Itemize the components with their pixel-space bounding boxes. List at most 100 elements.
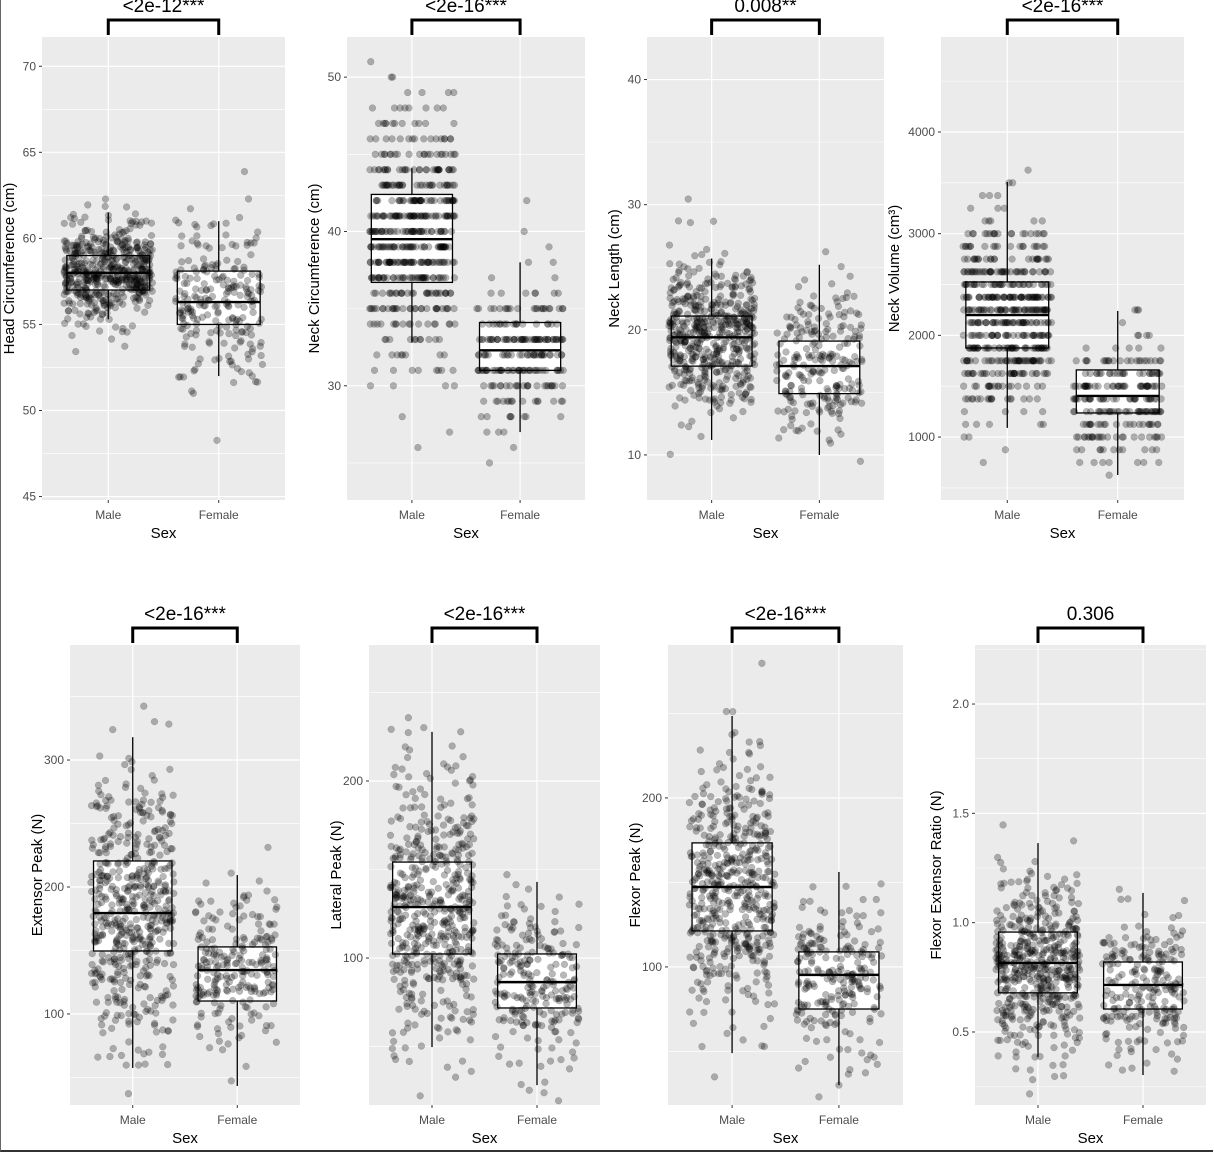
data-point: [985, 217, 993, 225]
data-point: [255, 270, 263, 279]
data-point: [126, 246, 134, 254]
data-point: [146, 240, 155, 248]
data-point: [551, 335, 560, 344]
data-point: [573, 1018, 581, 1027]
data-point: [494, 951, 502, 959]
data-point: [162, 902, 170, 910]
data-point: [150, 776, 158, 784]
data-point: [196, 1032, 204, 1041]
data-point: [409, 274, 417, 282]
data-point: [455, 932, 463, 940]
data-point: [431, 826, 440, 834]
data-point: [229, 378, 238, 387]
data-point: [374, 119, 383, 128]
data-point: [1008, 255, 1016, 263]
y-tick-label: 45: [23, 490, 37, 504]
data-point: [114, 860, 122, 868]
data-point: [393, 907, 402, 916]
data-point: [1030, 242, 1038, 251]
data-point: [92, 286, 100, 295]
data-point: [468, 849, 476, 857]
data-point: [113, 290, 121, 298]
data-point: [481, 366, 489, 375]
data-point: [1037, 319, 1045, 327]
data-point: [568, 1048, 577, 1056]
data-point: [782, 371, 790, 379]
data-point: [82, 322, 90, 330]
data-point: [1045, 331, 1053, 340]
data-point: [402, 848, 410, 856]
data-point: [548, 1017, 556, 1025]
data-point: [549, 258, 557, 266]
data-point: [261, 1027, 270, 1035]
data-point: [787, 313, 795, 321]
data-point: [75, 254, 83, 262]
data-point: [799, 391, 807, 399]
data-point: [1155, 369, 1163, 378]
data-point: [411, 119, 419, 128]
data-point: [226, 357, 234, 366]
data-point: [490, 382, 498, 390]
data-point: [729, 290, 737, 299]
data-point: [396, 869, 405, 877]
data-point: [1135, 420, 1144, 428]
data-point: [409, 258, 418, 266]
data-point: [568, 964, 577, 972]
data-point: [465, 794, 473, 802]
data-point: [843, 289, 852, 297]
data-point: [836, 401, 845, 409]
data-point: [131, 257, 139, 266]
data-point: [239, 998, 247, 1006]
data-point: [181, 289, 189, 298]
data-point: [146, 942, 154, 950]
data-point: [68, 261, 76, 269]
data-point: [423, 950, 431, 958]
data-point: [698, 384, 706, 392]
data-point: [1019, 242, 1027, 251]
data-point: [399, 320, 407, 328]
data-point: [108, 927, 116, 935]
data-point: [195, 931, 203, 940]
data-point: [421, 790, 429, 799]
data-point: [1146, 369, 1154, 378]
data-point: [79, 247, 87, 255]
data-point: [200, 917, 208, 925]
x-axis-label: Sex: [472, 1130, 498, 1147]
data-point: [182, 333, 190, 341]
data-point: [132, 239, 141, 247]
data-point: [483, 428, 491, 436]
data-point: [130, 276, 139, 285]
data-point: [115, 867, 124, 875]
data-point: [192, 908, 200, 916]
data-point: [205, 244, 213, 252]
data-point: [391, 320, 400, 328]
data-point: [141, 789, 149, 797]
data-point: [432, 964, 440, 973]
data-point: [730, 340, 738, 348]
data-point: [113, 255, 121, 263]
data-point: [826, 439, 835, 447]
data-point: [84, 276, 92, 285]
data-point: [98, 1021, 106, 1029]
data-point: [446, 1002, 454, 1010]
data-point: [452, 879, 460, 888]
data-point: [766, 773, 774, 781]
data-point: [110, 260, 118, 268]
data-point: [119, 300, 127, 308]
data-point: [1039, 407, 1047, 416]
data-point: [1081, 382, 1090, 390]
data-point: [537, 902, 545, 911]
y-tick-label: 30: [328, 379, 342, 393]
data-point: [519, 995, 527, 1003]
data-point: [557, 397, 565, 405]
data-point: [388, 1029, 397, 1037]
data-point: [494, 958, 502, 966]
data-point: [485, 459, 494, 467]
data-point: [176, 373, 184, 381]
data-point: [1116, 357, 1124, 365]
data-point: [250, 239, 258, 247]
data-point: [448, 742, 456, 750]
data-point: [87, 878, 95, 887]
data-point: [810, 323, 819, 331]
data-point: [960, 280, 969, 289]
